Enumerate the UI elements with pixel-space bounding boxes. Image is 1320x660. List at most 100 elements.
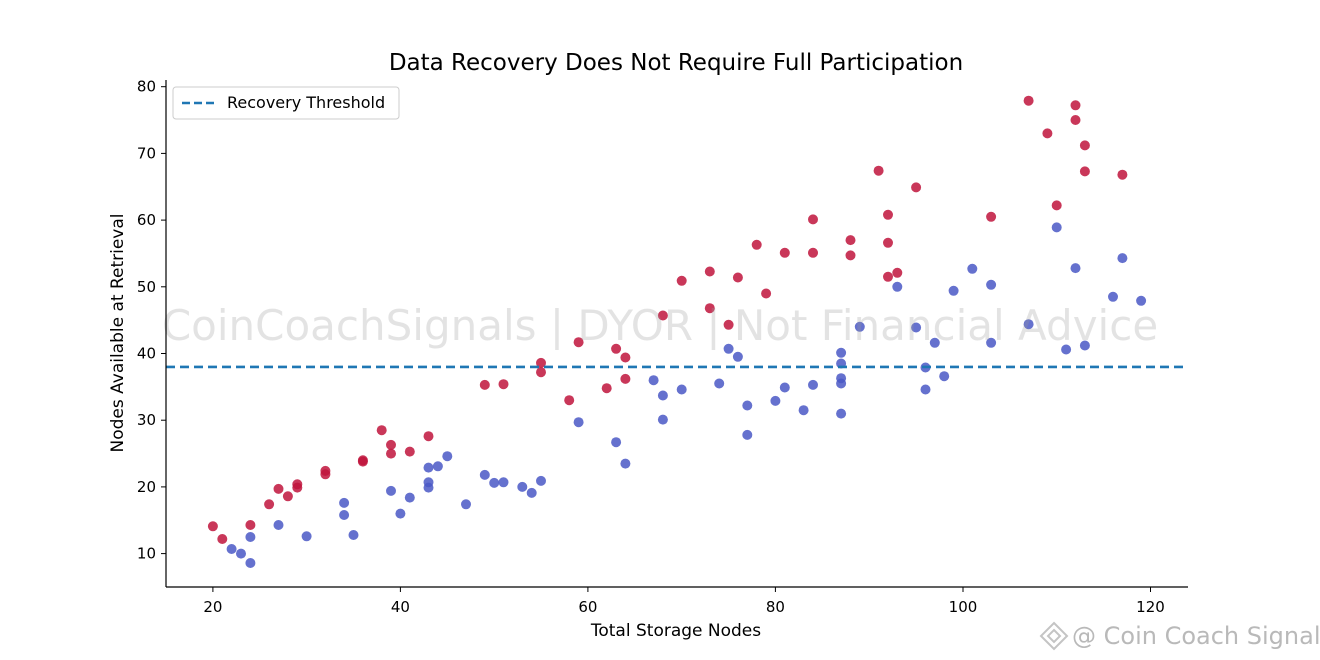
data-point-s0-17 (479, 379, 490, 390)
data-point-s1-31 (714, 378, 725, 389)
data-point-s0-41 (883, 209, 893, 220)
data-point-s1-20 (498, 477, 509, 488)
data-point-s1-43 (836, 378, 847, 389)
data-point-s1-12 (423, 462, 434, 473)
y-tick-label: 70 (137, 144, 156, 162)
brand-mark: @ Coin Coach Signals (1039, 621, 1320, 651)
x-tick-label: 40 (391, 598, 410, 616)
data-point-s0-47 (1023, 95, 1034, 106)
data-point-s1-23 (536, 475, 546, 486)
data-point-s0-4 (273, 483, 284, 494)
data-point-s1-7 (339, 510, 350, 520)
data-point-s1-21 (517, 481, 528, 492)
data-point-s1-11 (404, 492, 415, 503)
data-point-s0-37 (808, 247, 818, 258)
data-point-s0-3 (264, 499, 275, 510)
data-point-s0-20 (536, 367, 546, 378)
data-point-s1-55 (986, 337, 997, 348)
data-point-s1-0 (226, 544, 237, 554)
data-point-s1-3 (245, 558, 256, 568)
data-point-s0-30 (704, 303, 715, 314)
data-point-s1-49 (920, 384, 931, 395)
data-point-s1-6 (339, 497, 350, 508)
data-point-s0-50 (1070, 100, 1081, 111)
data-point-s0-42 (883, 237, 893, 248)
y-ticks: 10 20 30 40 50 60 70 80 (137, 78, 166, 563)
data-point-s1-60 (1079, 340, 1090, 351)
data-point-s1-14 (423, 482, 434, 493)
data-point-s1-32 (723, 343, 734, 354)
watermark-text: CoinCoachSignals | DYOR | Not Financial … (162, 301, 1158, 350)
data-point-s1-56 (1023, 319, 1034, 330)
data-point-s1-16 (442, 451, 453, 462)
data-point-s0-38 (845, 235, 856, 246)
data-point-s0-33 (751, 239, 762, 250)
data-point-s0-12 (376, 425, 387, 436)
data-point-s0-18 (498, 379, 509, 390)
x-axis-label: Total Storage Nodes (590, 621, 761, 641)
data-point-s0-5 (282, 491, 293, 502)
data-point-s1-9 (386, 485, 396, 496)
y-tick-label: 50 (137, 278, 156, 296)
data-point-s1-25 (611, 437, 622, 448)
data-point-s1-15 (432, 461, 443, 472)
data-point-s0-1 (217, 534, 228, 544)
data-point-s0-52 (1079, 140, 1090, 151)
y-tick-label: 20 (137, 478, 156, 496)
y-axis-label: Nodes Available at Retrieval (108, 213, 128, 452)
data-point-s0-13 (386, 439, 396, 450)
data-point-s1-54 (986, 279, 997, 290)
x-tick-label: 60 (578, 598, 597, 616)
data-point-s0-16 (423, 431, 434, 442)
points-layer (207, 95, 1147, 568)
data-point-s0-26 (620, 373, 631, 384)
data-point-s1-5 (301, 531, 312, 542)
data-point-s0-36 (808, 214, 818, 225)
data-point-s0-53 (1079, 166, 1090, 177)
data-point-s0-14 (386, 448, 396, 459)
data-point-s0-19 (536, 357, 546, 368)
data-point-s1-44 (836, 408, 847, 419)
data-point-s1-26 (620, 458, 631, 469)
data-point-s1-40 (836, 347, 847, 358)
data-point-s1-51 (939, 371, 950, 382)
data-point-s1-46 (892, 281, 903, 292)
data-point-s1-24 (573, 417, 584, 428)
data-point-s1-62 (1117, 253, 1128, 264)
data-point-s1-53 (967, 263, 978, 274)
data-point-s1-52 (948, 285, 959, 296)
legend-box (172, 86, 400, 120)
data-point-s0-34 (761, 288, 772, 299)
data-point-s1-50 (929, 337, 940, 348)
data-point-s1-58 (1061, 344, 1072, 355)
data-point-s1-47 (911, 322, 922, 333)
data-point-s1-8 (348, 530, 359, 540)
data-point-s1-36 (770, 395, 781, 406)
diamond-logo-icon (1039, 621, 1069, 651)
data-point-s0-54 (1117, 169, 1128, 180)
chart-title: Data Recovery Does Not Require Full Part… (389, 50, 963, 76)
data-point-s1-29 (657, 414, 668, 425)
data-point-s1-22 (526, 487, 537, 498)
axes-layer (165, 80, 1188, 588)
data-point-s1-19 (489, 477, 500, 488)
data-point-s0-2 (245, 520, 256, 530)
y-tick-label: 30 (137, 411, 156, 429)
data-point-s0-24 (611, 343, 622, 354)
data-point-s0-21 (564, 395, 575, 406)
data-point-s1-38 (798, 405, 809, 416)
data-point-s0-40 (873, 165, 884, 176)
data-point-s1-10 (395, 508, 406, 519)
data-point-s0-32 (732, 272, 743, 283)
x-tick-label: 80 (766, 598, 785, 616)
data-point-s0-44 (892, 267, 903, 278)
data-point-s1-4 (273, 520, 284, 530)
data-point-s1-37 (779, 382, 790, 393)
data-point-s0-27 (657, 310, 668, 321)
y-tick-label: 60 (137, 211, 156, 229)
data-point-s1-63 (1136, 295, 1147, 306)
data-point-s1-2 (245, 532, 256, 542)
data-point-s0-23 (601, 383, 612, 394)
data-point-s1-61 (1108, 291, 1118, 302)
